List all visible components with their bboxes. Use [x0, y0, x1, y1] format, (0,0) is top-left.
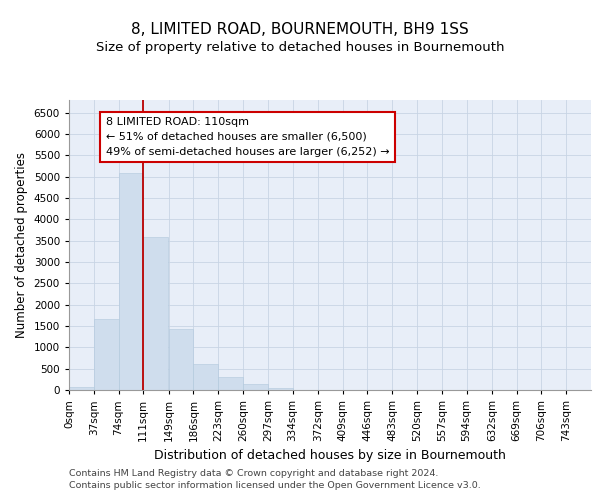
Text: 8 LIMITED ROAD: 110sqm
← 51% of detached houses are smaller (6,500)
49% of semi-: 8 LIMITED ROAD: 110sqm ← 51% of detached… [106, 117, 389, 156]
Text: Contains HM Land Registry data © Crown copyright and database right 2024.: Contains HM Land Registry data © Crown c… [69, 470, 439, 478]
Bar [243, 384, 268, 390]
Bar [94, 319, 119, 390]
Text: 8, LIMITED ROAD, BOURNEMOUTH, BH9 1SS: 8, LIMITED ROAD, BOURNEMOUTH, BH9 1SS [131, 22, 469, 38]
Y-axis label: Number of detached properties: Number of detached properties [15, 152, 28, 338]
Bar [169, 330, 193, 390]
Text: Size of property relative to detached houses in Bournemouth: Size of property relative to detached ho… [96, 41, 504, 54]
Bar [268, 388, 293, 390]
Bar [69, 388, 94, 390]
Bar [193, 364, 218, 390]
X-axis label: Distribution of detached houses by size in Bournemouth: Distribution of detached houses by size … [154, 450, 506, 462]
Bar [218, 377, 243, 390]
Text: Contains public sector information licensed under the Open Government Licence v3: Contains public sector information licen… [69, 480, 481, 490]
Bar [119, 174, 143, 390]
Bar [143, 238, 168, 390]
